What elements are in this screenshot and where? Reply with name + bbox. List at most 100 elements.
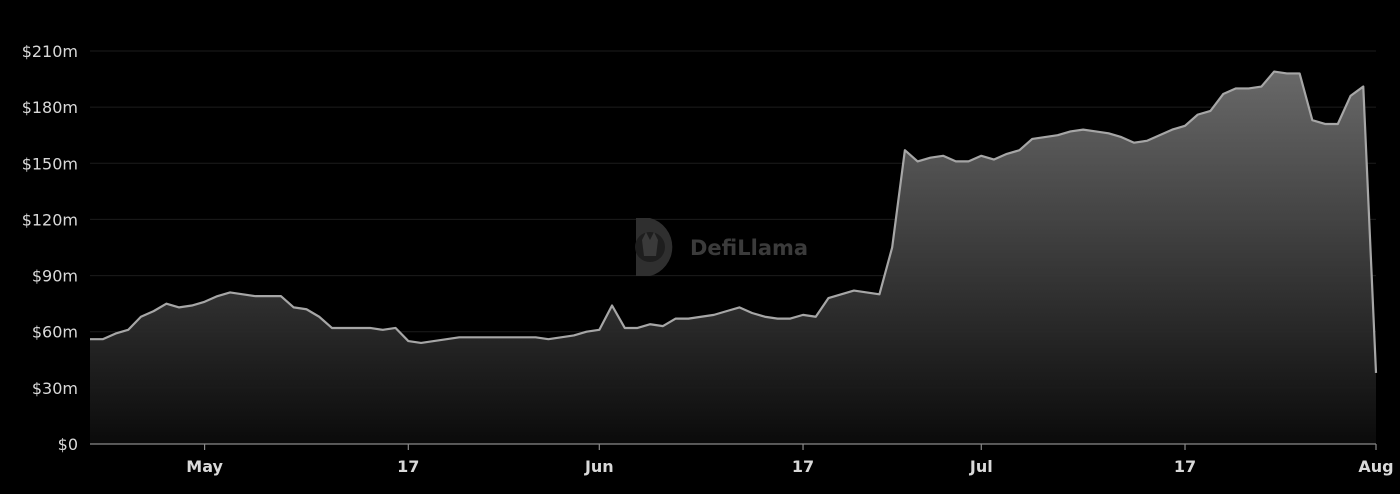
data-point xyxy=(1032,138,1033,139)
data-point xyxy=(1044,136,1045,137)
data-point xyxy=(675,318,676,319)
data-point xyxy=(166,303,167,304)
y-tick-label: $60m xyxy=(32,323,78,342)
data-point xyxy=(1108,133,1109,134)
data-point xyxy=(1210,110,1211,111)
x-tick-label: May xyxy=(186,457,223,476)
data-point xyxy=(1121,136,1122,137)
data-point xyxy=(319,316,320,317)
data-point xyxy=(1248,88,1249,89)
data-point xyxy=(828,297,829,298)
data-point xyxy=(866,292,867,293)
data-point xyxy=(370,327,371,328)
y-tick-label: $150m xyxy=(22,154,78,173)
data-point xyxy=(955,161,956,162)
data-point xyxy=(1159,135,1160,136)
data-point xyxy=(688,318,689,319)
data-point xyxy=(790,318,791,319)
data-point xyxy=(1324,123,1325,124)
data-point xyxy=(650,324,651,325)
data-point xyxy=(624,327,625,328)
data-point xyxy=(1070,131,1071,132)
data-point xyxy=(1261,86,1262,87)
data-point xyxy=(433,340,434,341)
data-point xyxy=(229,292,230,293)
data-point xyxy=(510,337,511,338)
x-axis-ticks: May 17 Jun 17 Jul 17 Aug xyxy=(186,444,1394,476)
data-point xyxy=(306,309,307,310)
data-point xyxy=(841,294,842,295)
data-point xyxy=(420,342,421,343)
y-tick-label: $0 xyxy=(58,435,78,454)
data-point xyxy=(1172,129,1173,130)
data-point xyxy=(611,305,612,306)
data-point xyxy=(115,333,116,334)
data-point xyxy=(764,316,765,317)
data-point xyxy=(815,316,816,317)
area-series xyxy=(90,70,1378,444)
data-point xyxy=(217,296,218,297)
data-point xyxy=(573,335,574,336)
data-point xyxy=(1286,73,1287,74)
data-point xyxy=(1057,135,1058,136)
data-point xyxy=(548,339,549,340)
data-point xyxy=(497,337,498,338)
series-line xyxy=(90,70,1378,373)
data-point xyxy=(484,337,485,338)
data-point xyxy=(153,311,154,312)
data-point xyxy=(917,161,918,162)
data-point xyxy=(726,311,727,312)
data-point xyxy=(1375,372,1376,373)
data-point xyxy=(408,340,409,341)
data-point xyxy=(1235,88,1236,89)
data-point xyxy=(739,307,740,308)
data-point xyxy=(357,327,358,328)
data-point xyxy=(1006,153,1007,154)
data-point xyxy=(1274,71,1275,72)
data-point xyxy=(1133,142,1134,143)
data-point xyxy=(713,314,714,315)
data-point xyxy=(331,327,332,328)
data-point xyxy=(853,290,854,291)
data-point xyxy=(1095,131,1096,132)
y-axis-ticks: $0 $30m $60m $90m $120m $150m $180m $210m xyxy=(22,42,78,454)
data-point xyxy=(102,339,103,340)
data-point xyxy=(599,329,600,330)
data-point xyxy=(1083,129,1084,130)
data-point xyxy=(879,294,880,295)
data-point xyxy=(140,316,141,317)
data-point xyxy=(1184,125,1185,126)
data-point xyxy=(904,150,905,151)
y-tick-label: $30m xyxy=(32,379,78,398)
data-point xyxy=(471,337,472,338)
data-point xyxy=(459,337,460,338)
data-point xyxy=(242,294,243,295)
data-point xyxy=(1312,120,1313,121)
data-point xyxy=(662,326,663,327)
data-point xyxy=(701,316,702,317)
data-point xyxy=(1363,86,1364,87)
data-point xyxy=(179,307,180,308)
data-point xyxy=(1350,95,1351,96)
data-point xyxy=(637,327,638,328)
data-point xyxy=(280,296,281,297)
data-point xyxy=(1337,123,1338,124)
x-tick-label: Jun xyxy=(584,457,614,476)
defillama-logo-icon xyxy=(635,218,673,276)
data-point xyxy=(255,296,256,297)
data-point xyxy=(268,296,269,297)
data-point xyxy=(892,247,893,248)
data-point xyxy=(128,329,129,330)
data-point xyxy=(968,161,969,162)
data-point xyxy=(204,301,205,302)
data-point xyxy=(191,305,192,306)
data-point xyxy=(942,155,943,156)
data-point xyxy=(802,314,803,315)
data-point xyxy=(522,337,523,338)
data-point xyxy=(382,329,383,330)
data-point xyxy=(293,307,294,308)
x-tick-label: 17 xyxy=(397,457,419,476)
x-tick-label: Jul xyxy=(969,457,993,476)
